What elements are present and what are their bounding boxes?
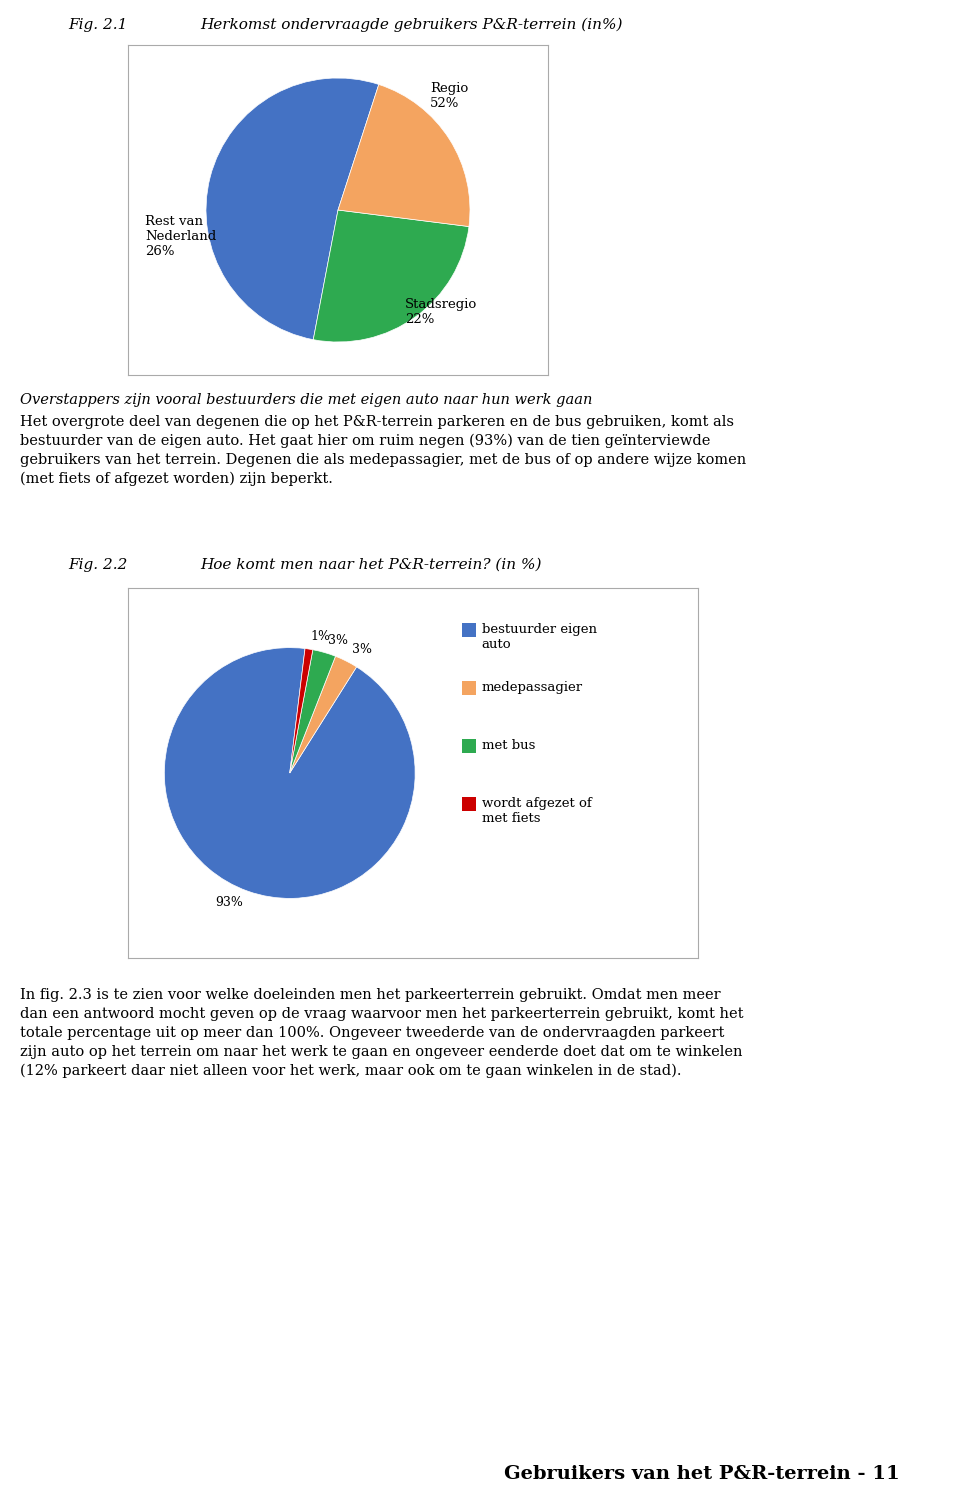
Text: Gebruikers van het P&R-terrein - 11: Gebruikers van het P&R-terrein - 11 — [504, 1465, 900, 1483]
Text: wordt afgezet of
met fiets: wordt afgezet of met fiets — [482, 797, 591, 826]
Text: bestuurder eigen
auto: bestuurder eigen auto — [482, 623, 596, 651]
Wedge shape — [313, 210, 468, 342]
Text: Het overgrote deel van degenen die op het P&R-terrein parkeren en de bus gebruik: Het overgrote deel van degenen die op he… — [20, 414, 734, 429]
Text: In fig. 2.3 is te zien voor welke doeleinden men het parkeerterrein gebruikt. Om: In fig. 2.3 is te zien voor welke doelei… — [20, 988, 721, 1003]
Text: Hoe komt men naar het P&R-terrein? (in %): Hoe komt men naar het P&R-terrein? (in %… — [200, 558, 541, 572]
Text: Regio
52%: Regio 52% — [430, 83, 468, 110]
Wedge shape — [290, 650, 335, 773]
Text: 3%: 3% — [352, 644, 372, 656]
Wedge shape — [164, 647, 415, 899]
Text: Rest van
Nederland
26%: Rest van Nederland 26% — [145, 215, 216, 258]
Text: Fig. 2.1: Fig. 2.1 — [68, 18, 128, 32]
Text: Stadsregio
22%: Stadsregio 22% — [405, 299, 477, 326]
Text: zijn auto op het terrein om naar het werk te gaan en ongeveer eenderde doet dat : zijn auto op het terrein om naar het wer… — [20, 1045, 742, 1060]
Text: Herkomst ondervraagde gebruikers P&R-terrein (in%): Herkomst ondervraagde gebruikers P&R-ter… — [200, 18, 622, 33]
Text: 1%: 1% — [311, 630, 331, 644]
Text: 3%: 3% — [327, 633, 348, 647]
Text: met bus: met bus — [482, 738, 535, 752]
Text: medepassagier: medepassagier — [482, 681, 583, 693]
Wedge shape — [338, 84, 470, 227]
Text: 93%: 93% — [216, 896, 244, 910]
Text: (met fiets of afgezet worden) zijn beperkt.: (met fiets of afgezet worden) zijn beper… — [20, 471, 333, 486]
Wedge shape — [290, 648, 313, 773]
Wedge shape — [206, 78, 379, 339]
Text: Fig. 2.2: Fig. 2.2 — [68, 558, 128, 572]
Text: gebruikers van het terrein. Degenen die als medepassagier, met de bus of op ande: gebruikers van het terrein. Degenen die … — [20, 453, 746, 467]
Text: (12% parkeert daar niet alleen voor het werk, maar ook om te gaan winkelen in de: (12% parkeert daar niet alleen voor het … — [20, 1064, 682, 1078]
Text: Overstappers zijn vooral bestuurders die met eigen auto naar hun werk gaan: Overstappers zijn vooral bestuurders die… — [20, 393, 592, 407]
Text: bestuurder van de eigen auto. Het gaat hier om ruim negen (93%) van de tien geïn: bestuurder van de eigen auto. Het gaat h… — [20, 434, 710, 449]
Text: dan een antwoord mocht geven op de vraag waarvoor men het parkeerterrein gebruik: dan een antwoord mocht geven op de vraag… — [20, 1007, 743, 1021]
Wedge shape — [290, 656, 356, 773]
Text: totale percentage uit op meer dan 100%. Ongeveer tweederde van de ondervraagden : totale percentage uit op meer dan 100%. … — [20, 1027, 725, 1040]
